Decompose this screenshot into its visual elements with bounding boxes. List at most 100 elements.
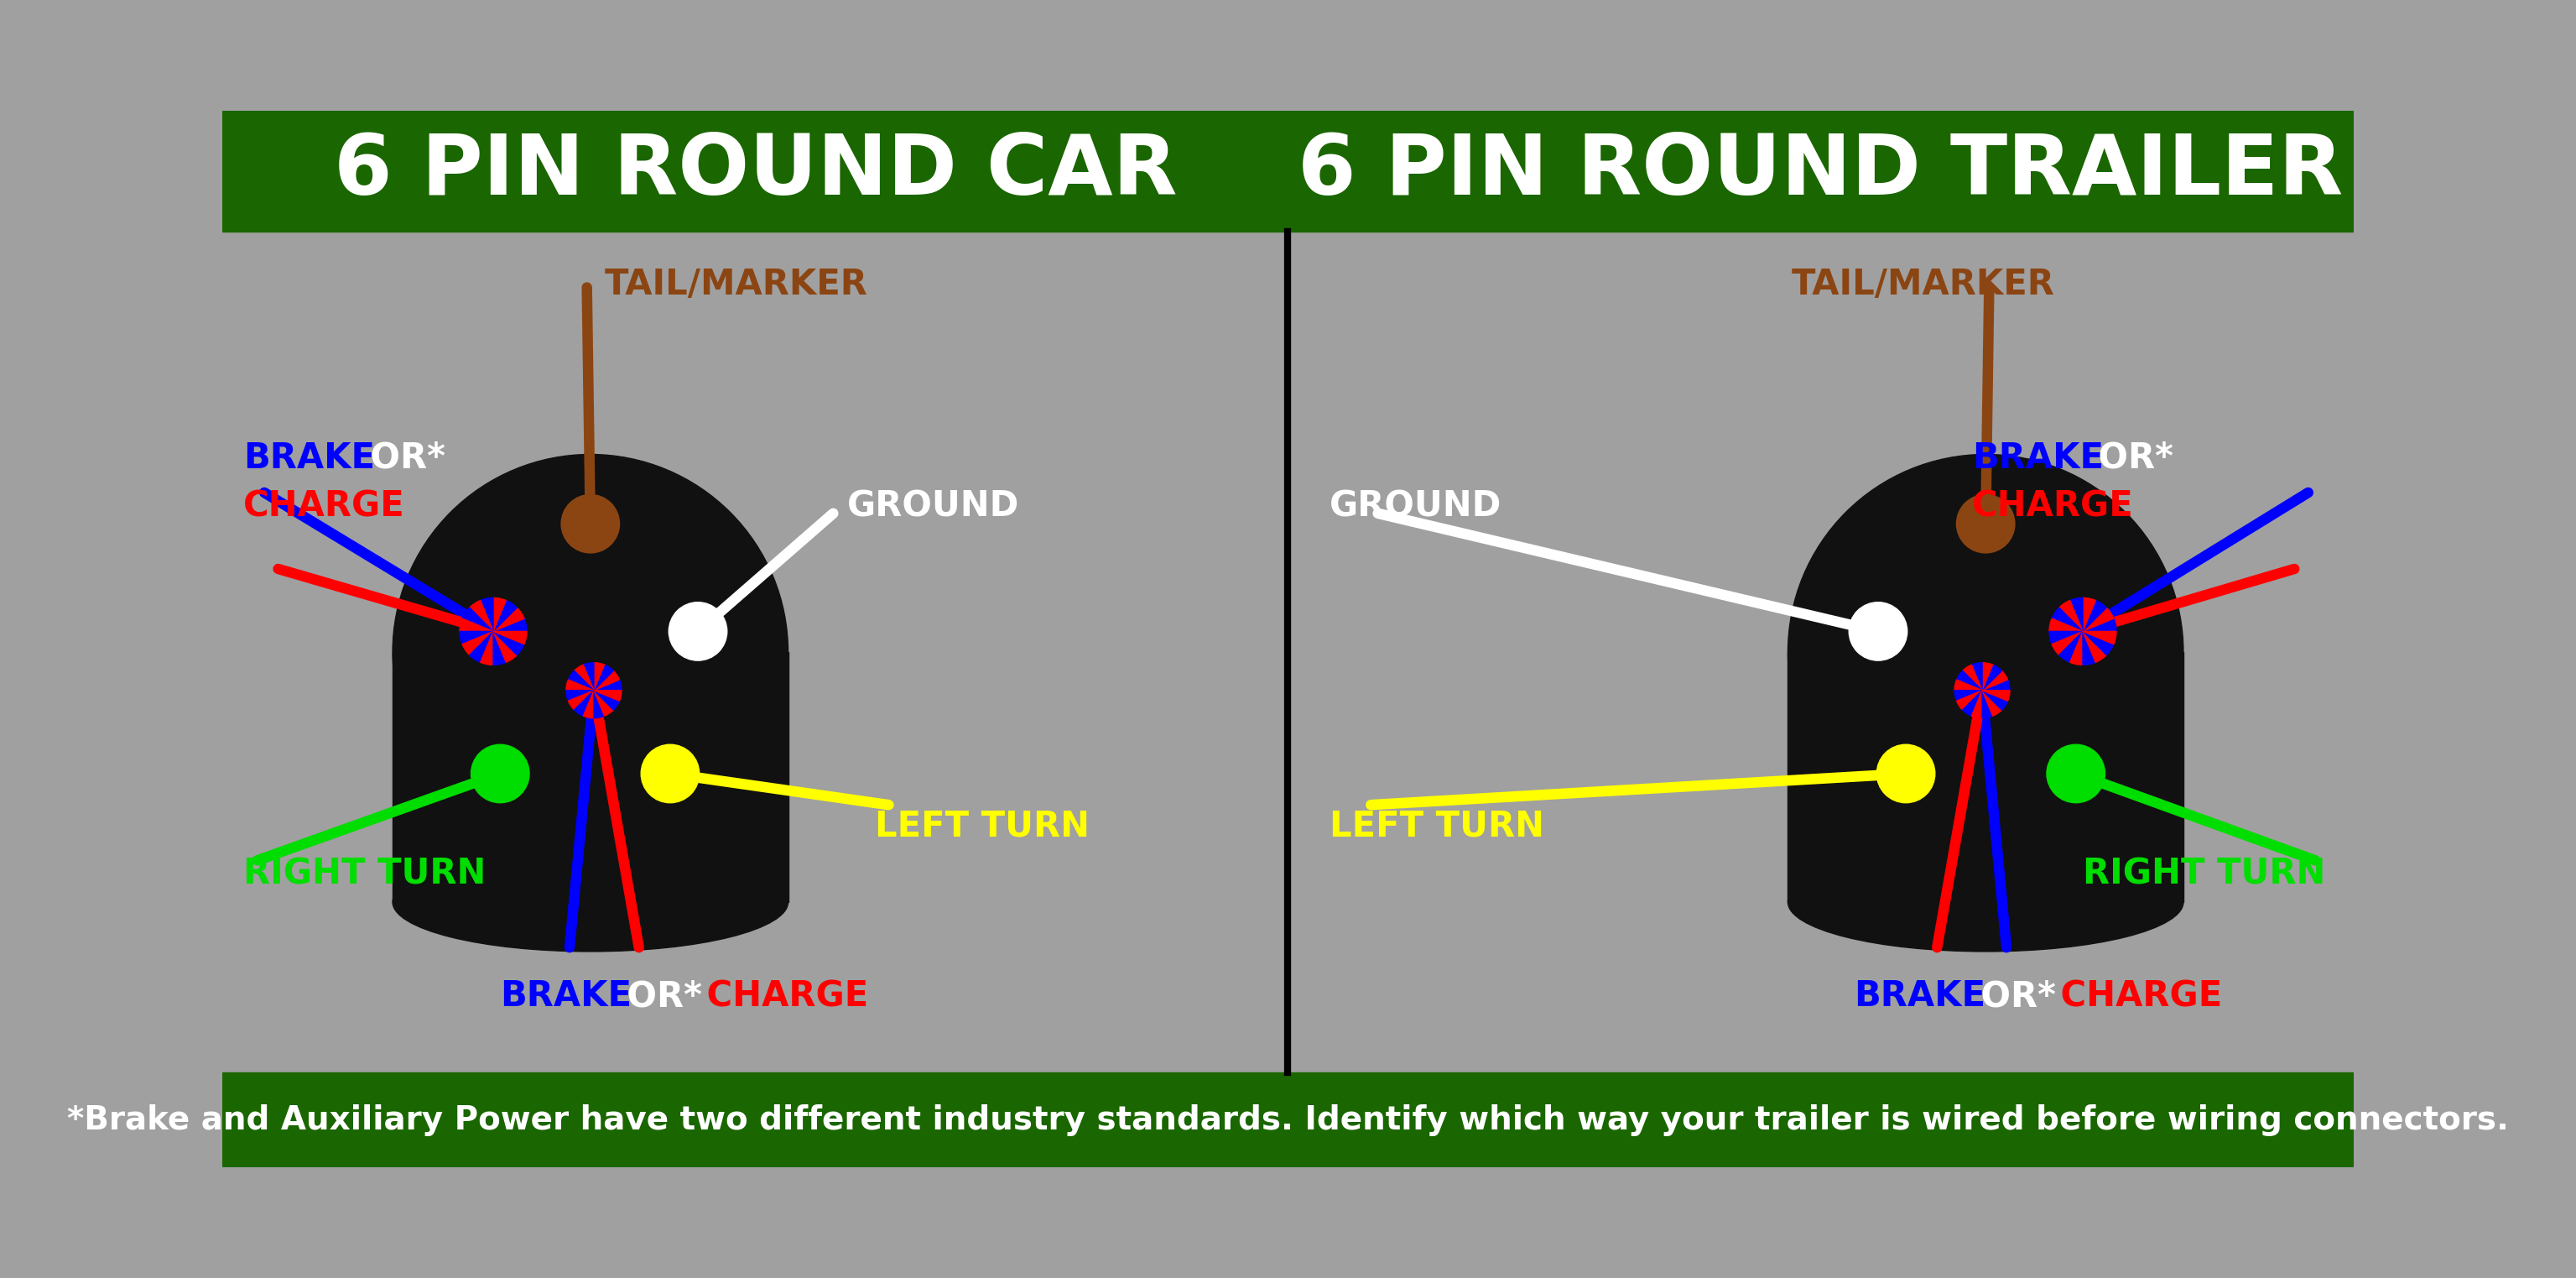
Wedge shape bbox=[459, 619, 492, 631]
Text: OR*: OR* bbox=[1968, 979, 2056, 1013]
Wedge shape bbox=[479, 631, 492, 665]
Wedge shape bbox=[461, 631, 492, 656]
Wedge shape bbox=[1958, 690, 1981, 711]
Bar bbox=[1288, 110, 2354, 231]
Wedge shape bbox=[569, 671, 595, 690]
Wedge shape bbox=[492, 631, 518, 662]
Wedge shape bbox=[567, 690, 595, 700]
Wedge shape bbox=[1963, 665, 1981, 690]
Wedge shape bbox=[595, 690, 621, 700]
Bar bbox=[222, 1072, 2354, 1168]
Wedge shape bbox=[1981, 671, 2007, 690]
Wedge shape bbox=[2084, 601, 2107, 631]
Wedge shape bbox=[1955, 690, 1981, 700]
Text: CHARGE: CHARGE bbox=[696, 979, 868, 1013]
Wedge shape bbox=[1981, 665, 2002, 690]
Circle shape bbox=[471, 745, 528, 803]
Wedge shape bbox=[567, 680, 595, 690]
Text: 6 PIN ROUND TRAILER: 6 PIN ROUND TRAILER bbox=[1298, 130, 2344, 212]
Wedge shape bbox=[492, 619, 526, 631]
Wedge shape bbox=[582, 690, 595, 718]
Text: CHARGE: CHARGE bbox=[245, 488, 404, 524]
Circle shape bbox=[670, 602, 726, 661]
Text: RIGHT TURN: RIGHT TURN bbox=[2084, 856, 2326, 892]
Text: CHARGE: CHARGE bbox=[1971, 488, 2133, 524]
Wedge shape bbox=[469, 601, 492, 631]
Wedge shape bbox=[595, 690, 618, 711]
Wedge shape bbox=[595, 663, 605, 690]
Ellipse shape bbox=[1788, 852, 2184, 952]
Wedge shape bbox=[492, 598, 505, 631]
Circle shape bbox=[2048, 745, 2105, 803]
Wedge shape bbox=[2084, 631, 2097, 665]
Wedge shape bbox=[461, 607, 492, 631]
Wedge shape bbox=[574, 690, 595, 716]
Wedge shape bbox=[2084, 631, 2117, 644]
Wedge shape bbox=[595, 671, 618, 690]
Wedge shape bbox=[479, 598, 492, 631]
Wedge shape bbox=[574, 665, 595, 690]
Circle shape bbox=[1850, 602, 1906, 661]
Wedge shape bbox=[1981, 680, 2009, 690]
Text: OR*: OR* bbox=[616, 979, 701, 1013]
Wedge shape bbox=[2084, 619, 2117, 631]
Wedge shape bbox=[2071, 598, 2084, 631]
Wedge shape bbox=[492, 631, 526, 644]
Ellipse shape bbox=[392, 852, 788, 952]
Wedge shape bbox=[1981, 690, 2002, 716]
Wedge shape bbox=[569, 690, 595, 711]
Wedge shape bbox=[1981, 663, 1994, 690]
Circle shape bbox=[392, 455, 788, 850]
Wedge shape bbox=[2084, 631, 2107, 662]
Text: GROUND: GROUND bbox=[848, 488, 1020, 524]
Circle shape bbox=[1878, 745, 1935, 803]
Wedge shape bbox=[492, 631, 505, 665]
Wedge shape bbox=[2058, 601, 2084, 631]
Wedge shape bbox=[492, 607, 523, 631]
Wedge shape bbox=[1981, 690, 2009, 700]
Text: OR*: OR* bbox=[2087, 440, 2174, 475]
Wedge shape bbox=[469, 631, 492, 662]
Wedge shape bbox=[595, 665, 613, 690]
Wedge shape bbox=[2050, 631, 2084, 644]
Wedge shape bbox=[1971, 663, 1981, 690]
Wedge shape bbox=[2084, 607, 2115, 631]
Wedge shape bbox=[492, 601, 518, 631]
Text: BRAKE: BRAKE bbox=[1971, 440, 2105, 475]
Circle shape bbox=[641, 745, 698, 803]
Wedge shape bbox=[492, 631, 523, 656]
Wedge shape bbox=[595, 690, 613, 716]
Wedge shape bbox=[595, 690, 605, 718]
Wedge shape bbox=[2050, 619, 2084, 631]
Circle shape bbox=[1788, 455, 2184, 850]
Text: BRAKE: BRAKE bbox=[500, 979, 631, 1013]
Text: LEFT TURN: LEFT TURN bbox=[876, 808, 1090, 843]
Wedge shape bbox=[1958, 671, 1981, 690]
Wedge shape bbox=[2071, 631, 2084, 665]
Wedge shape bbox=[2058, 631, 2084, 662]
Circle shape bbox=[562, 495, 618, 553]
Bar bbox=[1788, 652, 2184, 902]
Bar bbox=[222, 110, 1288, 231]
Wedge shape bbox=[1971, 690, 1981, 718]
Wedge shape bbox=[2084, 631, 2115, 656]
Text: TAIL/MARKER: TAIL/MARKER bbox=[1790, 267, 2056, 302]
Wedge shape bbox=[2053, 607, 2084, 631]
Wedge shape bbox=[1955, 680, 1981, 690]
Text: *Brake and Auxiliary Power have two different industry standards. Identify which: *Brake and Auxiliary Power have two diff… bbox=[67, 1104, 2509, 1136]
Wedge shape bbox=[1981, 690, 2007, 711]
Wedge shape bbox=[582, 663, 595, 690]
Text: TAIL/MARKER: TAIL/MARKER bbox=[605, 267, 868, 302]
Wedge shape bbox=[2053, 631, 2084, 656]
Text: CHARGE: CHARGE bbox=[2048, 979, 2223, 1013]
Wedge shape bbox=[459, 631, 492, 644]
Wedge shape bbox=[1981, 690, 1994, 718]
Text: LEFT TURN: LEFT TURN bbox=[1329, 808, 1543, 843]
Wedge shape bbox=[2084, 598, 2097, 631]
Text: OR*: OR* bbox=[358, 440, 446, 475]
Text: BRAKE: BRAKE bbox=[1855, 979, 1986, 1013]
Wedge shape bbox=[1963, 690, 1981, 716]
Text: RIGHT TURN: RIGHT TURN bbox=[245, 856, 487, 892]
Circle shape bbox=[1958, 495, 2014, 553]
Text: 6 PIN ROUND CAR: 6 PIN ROUND CAR bbox=[332, 130, 1177, 212]
